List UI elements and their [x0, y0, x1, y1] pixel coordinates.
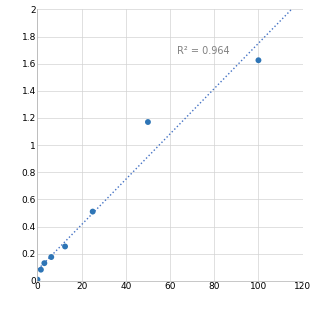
Point	[145, 119, 150, 124]
Text: R² = 0.964: R² = 0.964	[177, 46, 229, 56]
Point	[256, 58, 261, 63]
Point	[63, 244, 68, 249]
Point	[49, 255, 54, 260]
Point	[35, 277, 40, 282]
Point	[42, 261, 47, 266]
Point	[90, 209, 95, 214]
Point	[38, 267, 43, 272]
